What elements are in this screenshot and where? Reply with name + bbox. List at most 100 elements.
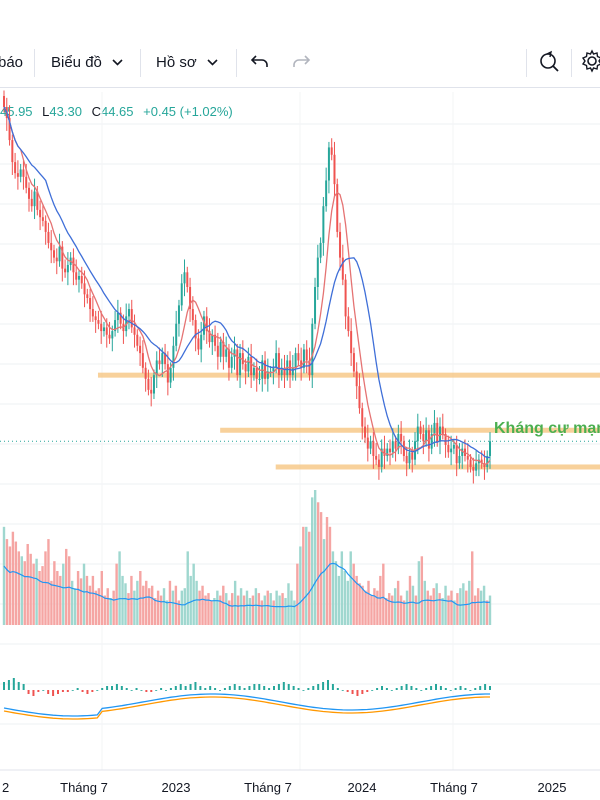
volume-bar: [201, 585, 204, 625]
volume-bar: [399, 595, 403, 625]
volume-bar: [376, 590, 379, 625]
volume-bar: [195, 580, 198, 625]
volume-bar: [162, 588, 166, 625]
volume-bar: [180, 590, 184, 625]
resistance-zone[interactable]: [97, 372, 600, 378]
toolbar-divider: [571, 49, 572, 77]
volume-bar: [248, 598, 252, 625]
macd-histogram-bar: [292, 686, 295, 690]
candle: [14, 162, 17, 174]
volume-bar: [171, 590, 175, 625]
candle: [183, 272, 186, 284]
candle: [416, 426, 419, 442]
candle: [194, 320, 197, 339]
candle: [369, 441, 372, 449]
macd-histogram-bar: [120, 686, 123, 690]
profile-menu-button[interactable]: Hồ sơ: [156, 38, 218, 87]
volume-bar: [284, 598, 287, 625]
volume-bar: [245, 590, 249, 625]
macd-histogram-bar: [390, 690, 393, 691]
candle: [72, 257, 75, 273]
volume-bar: [150, 585, 154, 625]
volume-bar: [479, 590, 483, 625]
macd-histogram-bar: [165, 690, 167, 691]
macd-histogram-bar: [96, 690, 99, 691]
macd-histogram-bar: [361, 690, 364, 694]
candle: [222, 342, 225, 357]
volume-bar: [106, 588, 109, 625]
macd-histogram-bar: [331, 684, 334, 690]
macd-histogram-bar: [282, 682, 285, 690]
macd-histogram-bar: [223, 688, 226, 690]
macd-histogram-bar: [287, 684, 290, 690]
macd-histogram-bar: [405, 684, 408, 690]
candle: [272, 367, 275, 372]
candle: [305, 349, 308, 361]
volume-bar: [432, 588, 435, 625]
candle: [144, 367, 147, 379]
macd-histogram-bar: [243, 688, 246, 690]
undo-button[interactable]: [250, 38, 270, 87]
resistance-zone[interactable]: [220, 427, 600, 433]
volume-bar: [370, 595, 373, 625]
macd-histogram-bar: [317, 684, 320, 690]
resistance-zone[interactable]: [275, 464, 600, 470]
chart-menu-button[interactable]: Biểu đồ: [51, 38, 123, 87]
alert-menu[interactable]: báo: [0, 38, 30, 87]
volume-bar: [145, 580, 148, 625]
volume-ma-line: [3, 562, 491, 608]
time-axis-tick-label: Tháng 7: [60, 780, 108, 795]
candle: [180, 283, 183, 306]
volume-bar: [97, 588, 101, 625]
settings-button[interactable]: [580, 38, 600, 87]
volume-bar: [269, 593, 272, 625]
candle: [383, 448, 386, 456]
candle: [216, 345, 219, 357]
resistance-annotation[interactable]: Kháng cự mạnh: [494, 420, 600, 437]
volume-bar: [11, 531, 15, 625]
macd-histogram-bar: [435, 684, 437, 690]
macd-histogram-bar: [454, 688, 457, 690]
candle: [130, 309, 133, 328]
candle: [405, 455, 408, 464]
time-axis[interactable]: 2 Tháng 7 2023 Tháng 7 2024 Tháng 7 2025: [0, 769, 600, 795]
macd-histogram-bar: [140, 690, 143, 691]
candle: [219, 342, 222, 357]
candle: [155, 360, 158, 376]
support-resistance-zones[interactable]: [97, 372, 600, 470]
macd-histogram-bar: [32, 690, 35, 696]
price-chart[interactable]: 2 Tháng 7 2023 Tháng 7 2024 Tháng 7 2025 Kháng…: [0, 88, 600, 800]
volume-bar: [59, 575, 62, 625]
candle: [297, 353, 300, 361]
candle: [30, 198, 33, 207]
volume-bar: [228, 600, 231, 625]
candle: [319, 242, 322, 258]
macd-histogram-bar: [106, 686, 109, 690]
volume-bar: [236, 595, 240, 625]
volume-bar: [85, 575, 89, 625]
candle: [230, 356, 233, 368]
candle: [164, 353, 167, 365]
candle: [472, 466, 475, 471]
candle: [483, 463, 486, 467]
hide-drawings-button[interactable]: [539, 38, 561, 87]
close-value: 44.65: [100, 104, 134, 119]
volume-bar: [417, 561, 421, 625]
top-strip: [0, 0, 600, 38]
candle: [400, 433, 403, 442]
macd-histogram-bar: [484, 684, 487, 690]
redo-button[interactable]: [291, 38, 311, 87]
macd-histogram-bar: [376, 688, 379, 690]
volume-bar: [456, 593, 459, 625]
candle: [447, 444, 450, 453]
volume-bar: [260, 600, 264, 625]
candle: [91, 309, 94, 317]
candle: [394, 441, 397, 449]
volume-bar: [100, 571, 103, 625]
candle: [252, 367, 255, 376]
macd-histogram-bar: [219, 690, 221, 691]
macd-histogram-bar: [459, 686, 462, 690]
candle: [294, 353, 297, 368]
volume-bar: [153, 598, 157, 625]
volume-bar: [186, 551, 189, 625]
